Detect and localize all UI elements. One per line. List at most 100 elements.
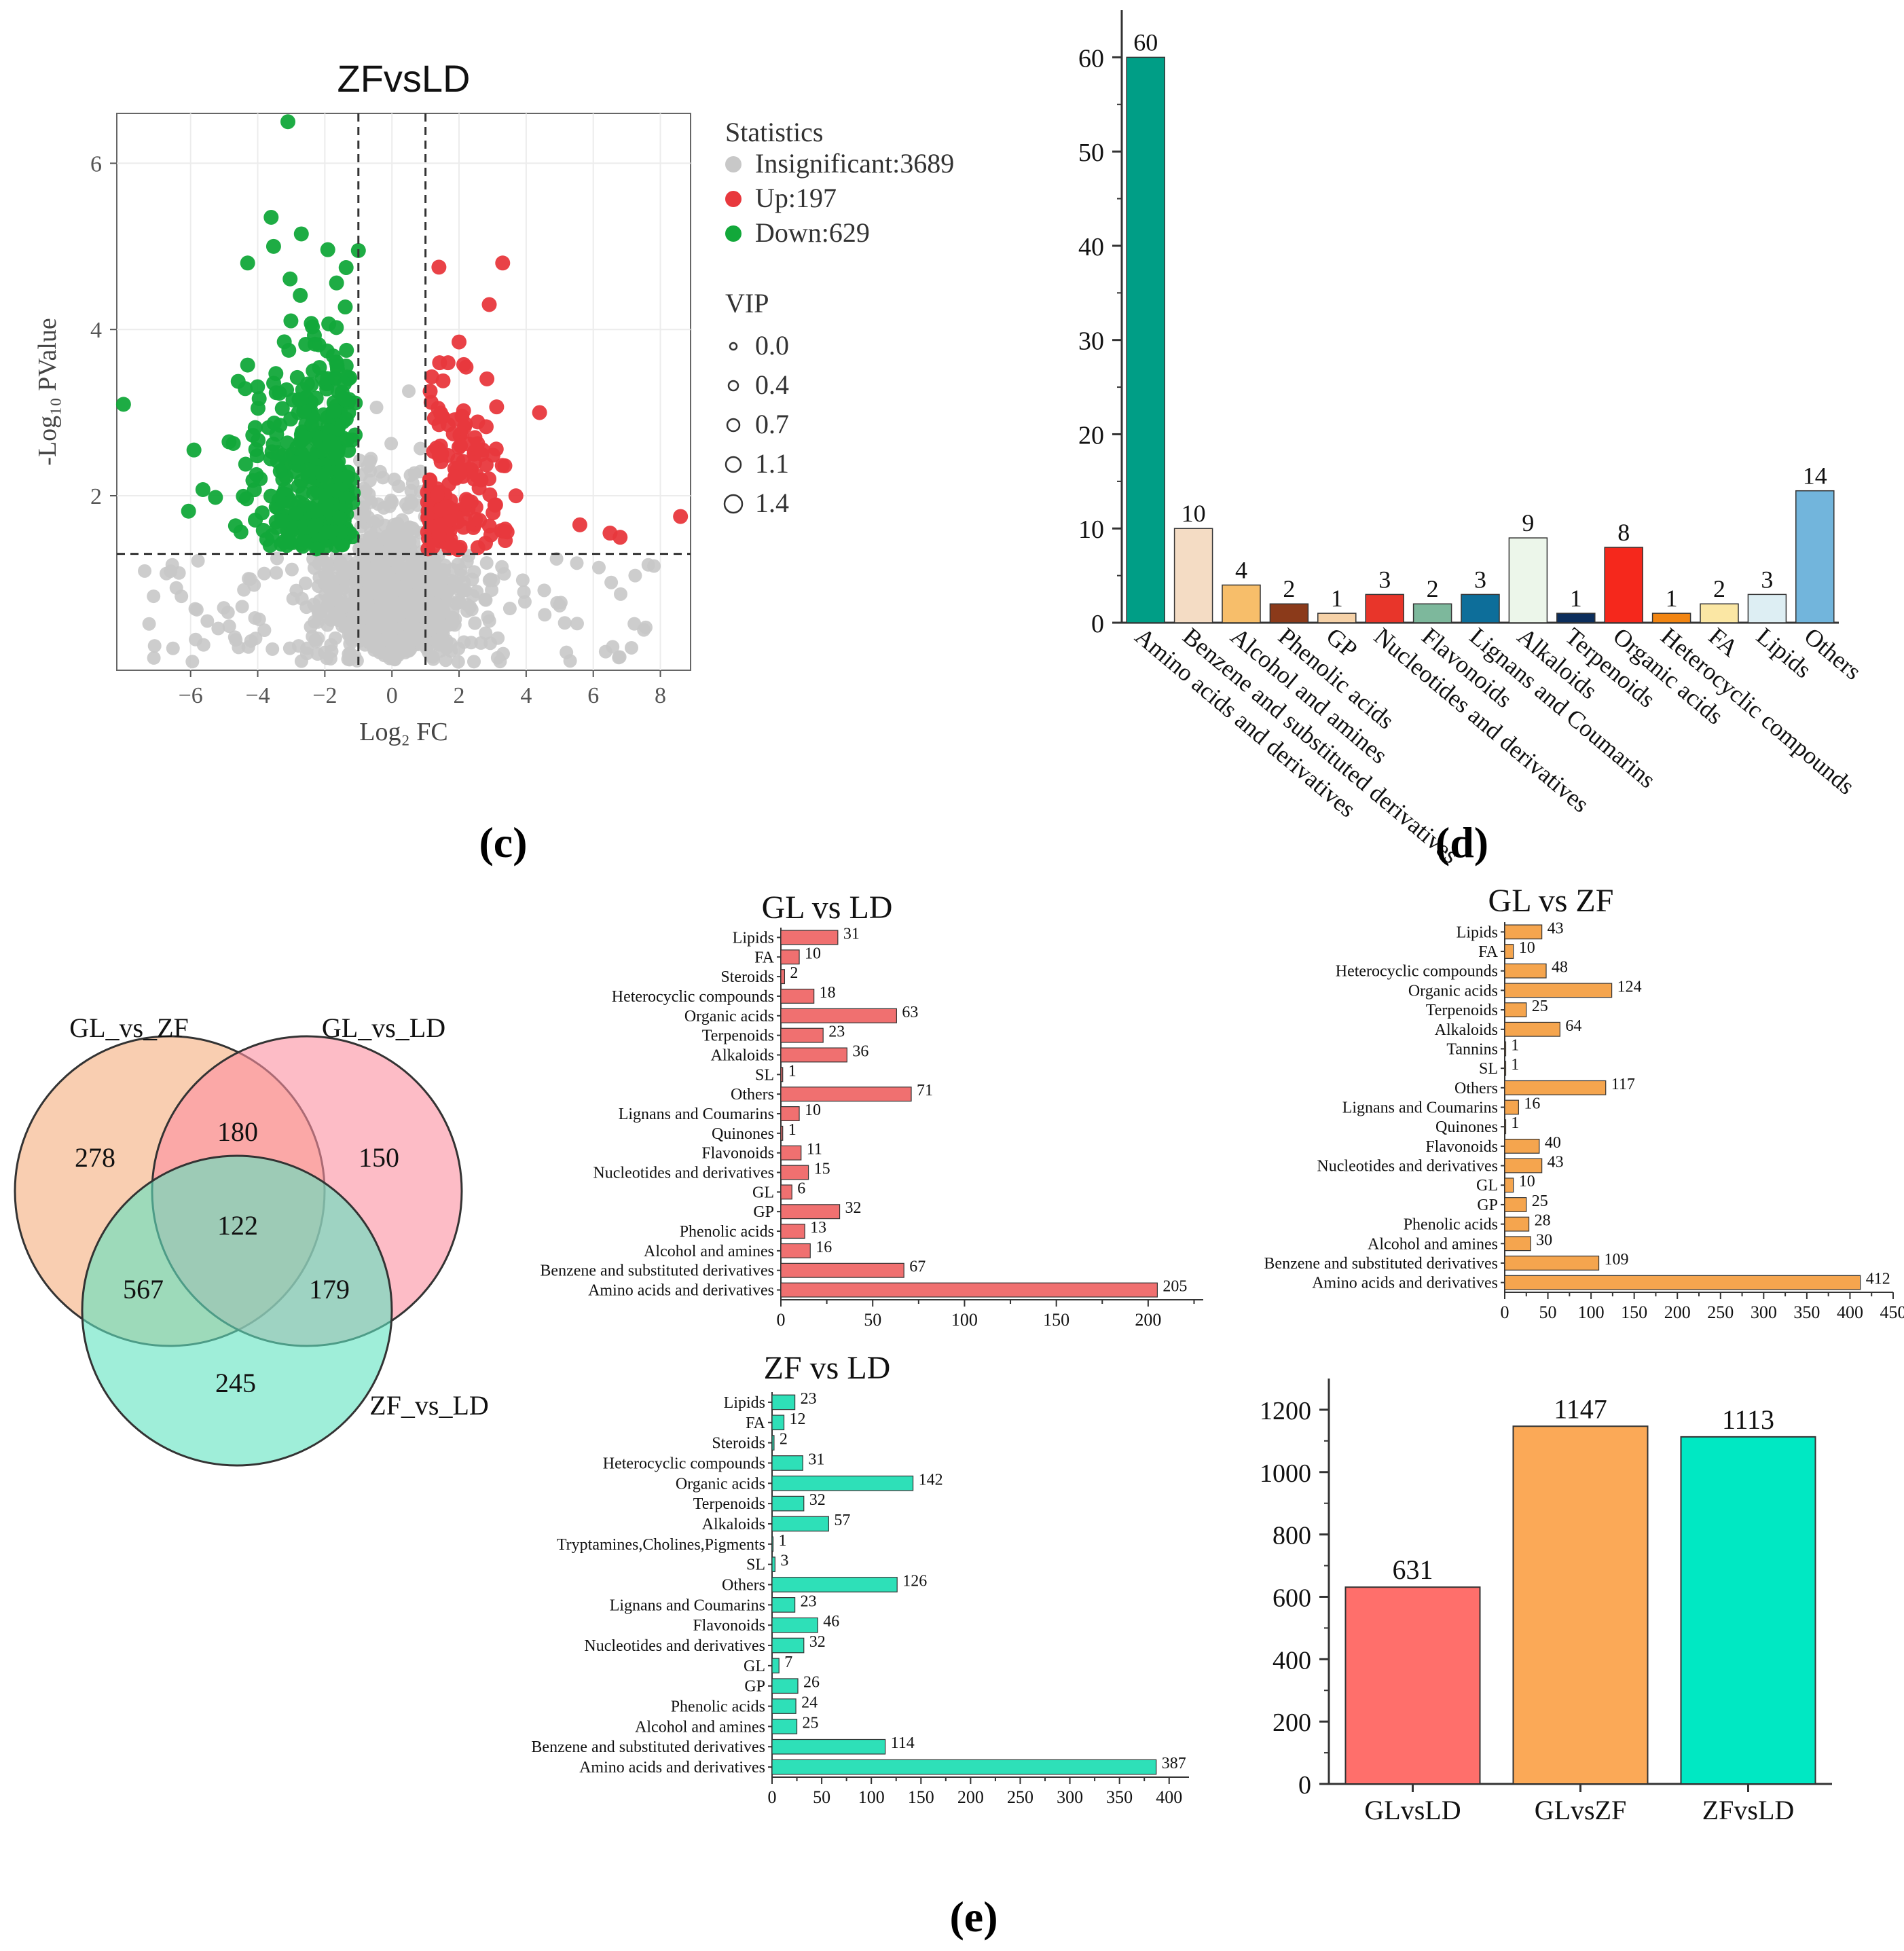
hbar-category-label: Alkaloids: [702, 1516, 765, 1533]
legend-vip-item: 1.1: [755, 448, 789, 479]
hbar-value-label: 7: [784, 1654, 792, 1671]
scatter-point-down: [311, 337, 327, 352]
legend-marker: [725, 156, 742, 172]
scatter-point-down: [339, 342, 354, 358]
hbar-bar: [1504, 1061, 1507, 1076]
scatter-point-insig: [446, 575, 460, 589]
scatter-point-insig: [242, 572, 256, 586]
hbar-bar: [780, 1243, 811, 1258]
bar-flavonoids: [1412, 603, 1452, 623]
hbar-category-label: GL: [744, 1658, 765, 1675]
scatter-point-insig: [147, 639, 162, 653]
hbar-category-label: GP: [753, 1203, 774, 1221]
hbar-value-label: 23: [801, 1390, 817, 1408]
legend-vip-item: 1.4: [755, 488, 789, 518]
scatter-point-up: [452, 334, 467, 350]
bar-others: [1795, 490, 1835, 623]
hbar-value-label: 10: [1519, 939, 1535, 957]
x-tick-label: 0: [386, 683, 398, 708]
hbar-category-label: Alcohol and amines: [644, 1243, 774, 1260]
volcano-title: ZFvsLD: [337, 57, 471, 100]
hbar-category-label: Phenolic acids: [680, 1223, 774, 1241]
x-tick-label: 200: [1664, 1302, 1691, 1322]
scatter-point-insig: [165, 558, 179, 572]
scatter-point-up: [433, 502, 449, 517]
scatter-point-down: [299, 462, 315, 478]
scatter-point-down: [245, 428, 261, 443]
scatter-point-up: [432, 355, 447, 371]
scatter-point-insig: [221, 605, 235, 619]
scatter-point-insig: [369, 565, 383, 579]
hbar-bar: [780, 1008, 897, 1023]
hbar-value-label: 26: [803, 1674, 820, 1692]
hbar-value-label: 18: [820, 984, 836, 1002]
scatter-point-insig: [222, 619, 236, 634]
hbar-value-label: 15: [814, 1161, 830, 1178]
hbar-category-label: Benzene and substituted derivatives: [1264, 1255, 1498, 1273]
bar-value-label: 60: [1133, 29, 1158, 56]
scatter-point-insig: [338, 620, 352, 634]
scatter-point-insig: [386, 524, 401, 538]
x-tick-label: 300: [1057, 1787, 1083, 1807]
legend-vip-item: 0.0: [755, 330, 789, 361]
venn-region-count: 150: [359, 1142, 399, 1173]
hbar-category-label: SL: [1479, 1060, 1498, 1078]
scatter-point-insig: [411, 608, 425, 623]
hbar-category-label: GP: [744, 1678, 765, 1696]
scatter-point-insig: [142, 617, 156, 631]
hbar-category-label: Others: [1454, 1080, 1498, 1097]
scatter-point-insig: [479, 556, 494, 570]
scatter-point-insig: [227, 630, 242, 644]
hbar-value-label: 1: [788, 1121, 797, 1139]
scatter-point-insig: [185, 655, 200, 669]
x-axis-label: Log₂ FC: [359, 718, 447, 746]
bar-phenolic-acids: [1269, 603, 1309, 623]
hbar-bar: [780, 1027, 824, 1043]
scatter-point-insig: [570, 556, 584, 570]
totals-bar-chart: 0 200 400 600 800 1000 1200 631 GLvsLD 1147 GLvsZF…: [1260, 1379, 1832, 1825]
y-tick-label: 0: [1298, 1771, 1311, 1800]
hbar-bar: [780, 1282, 1158, 1298]
scatter-point-insig: [397, 561, 411, 575]
hbar-bar: [771, 1475, 914, 1491]
scatter-point-insig: [211, 621, 225, 636]
scatter-point-up: [475, 442, 490, 458]
scatter-point-insig: [468, 616, 482, 630]
scatter-point-insig: [404, 484, 418, 498]
scatter-point-insig: [460, 555, 474, 569]
scatter-point-insig: [324, 638, 338, 652]
hbar-category-label: Phenolic acids: [1404, 1216, 1498, 1234]
scatter-point-up: [495, 255, 511, 271]
scatter-point-insig: [384, 616, 398, 630]
bar-benzene-and-substituted-derivatives: [1173, 528, 1213, 623]
scatter-point-insig: [241, 640, 255, 654]
bar-lipids: [1747, 594, 1787, 623]
scatter-point-insig: [269, 566, 283, 580]
scatter-point-down: [281, 342, 297, 358]
x-category-label: Others: [1799, 622, 1867, 685]
bar-value-label: 3: [1474, 566, 1486, 593]
bar-heterocyclic-compounds: [1651, 613, 1691, 623]
hbar-category-label: Quinones: [712, 1125, 774, 1143]
scatter-point-insig: [257, 623, 272, 638]
y-tick-label: 4: [90, 318, 102, 343]
scatter-point-up: [462, 437, 477, 452]
scatter-point-up: [441, 417, 456, 433]
scatter-point-down: [225, 436, 241, 452]
x-tick-label: 50: [864, 1310, 881, 1330]
hbar-bar: [780, 1145, 802, 1161]
y-tick-label: 50: [1078, 139, 1104, 167]
scatter-point-insig: [557, 616, 572, 630]
scatter-point-down: [323, 524, 339, 540]
hbar-value-label: 32: [845, 1199, 862, 1217]
scatter-point-insig: [550, 596, 564, 610]
hbar-category-label: Alcohol and amines: [1368, 1235, 1498, 1253]
hbar-bar: [1504, 1236, 1531, 1252]
scatter-point-up: [481, 518, 497, 534]
scatter-point-insig: [402, 521, 416, 535]
hbar-category-label: SL: [755, 1066, 774, 1084]
hbar-category-label: Lignans and Coumarins: [610, 1597, 765, 1614]
hbar-value-label: 25: [1532, 998, 1548, 1015]
bar-terpenoids: [1556, 613, 1596, 623]
scatter-point-insig: [423, 613, 437, 627]
